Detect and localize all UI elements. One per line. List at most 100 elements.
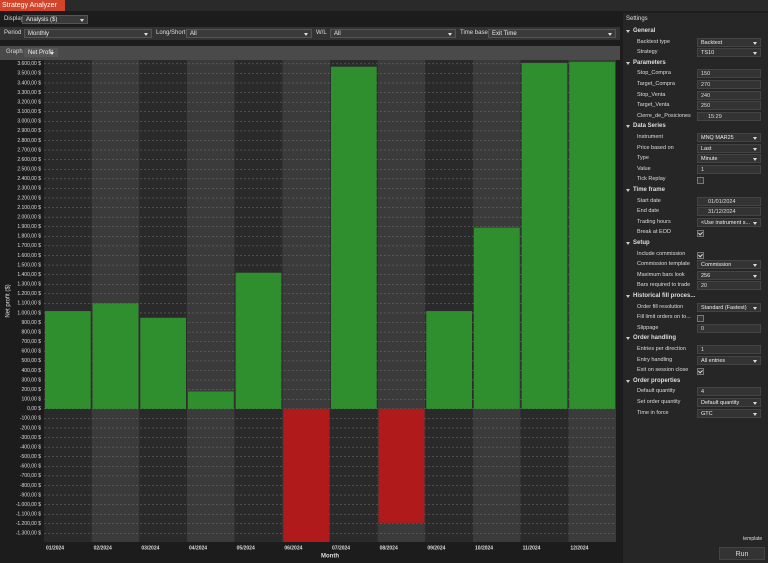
y-tick-label: 1.000,00 $ xyxy=(17,310,41,316)
y-tick-label: -1.300,00 $ xyxy=(16,531,42,537)
checkbox[interactable] xyxy=(697,230,704,238)
y-tick-label: 200,00 $ xyxy=(22,387,42,393)
dropdown[interactable]: Net Profit xyxy=(24,48,58,57)
y-tick-label: 600,00 $ xyxy=(22,349,42,355)
bar xyxy=(283,408,330,542)
setting-value[interactable]: 270 xyxy=(697,80,761,89)
x-tick-label: 09/2024 xyxy=(427,545,445,551)
setting-label: Entries per direction xyxy=(637,346,686,352)
y-tick-label: 900,00 $ xyxy=(22,320,42,326)
y-tick-label: -300,00 $ xyxy=(20,435,41,441)
setting-label: Order fill resolution xyxy=(637,303,684,310)
setting-label: Break at EOD xyxy=(637,229,671,236)
check-mark xyxy=(698,230,703,236)
setting-value[interactable]: 150 xyxy=(697,69,761,79)
column-band xyxy=(187,60,235,542)
bar xyxy=(521,62,568,409)
collapse-icon xyxy=(626,379,630,383)
collapse-icon xyxy=(626,61,630,65)
section-header: Setup xyxy=(633,240,650,246)
setting-value[interactable]: 15:29 xyxy=(697,111,761,121)
y-tick-label: 1.500,00 $ xyxy=(17,262,41,268)
setting-value[interactable]: 01/01/2024 xyxy=(697,196,761,206)
setting-value[interactable]: MNQ MAR25 xyxy=(697,133,761,142)
label: Graph xyxy=(6,49,23,55)
y-tick-label: 1.100,00 $ xyxy=(17,301,41,307)
setting-value[interactable]: Minute xyxy=(697,154,761,164)
section-header: General xyxy=(633,28,656,34)
setting-label: Stop_Venta xyxy=(637,91,666,98)
y-tick-label: 3.300,00 $ xyxy=(17,90,41,96)
section-header: Historical fill proces... xyxy=(633,293,696,299)
setting-label: Backtest type xyxy=(637,38,671,45)
setting-value[interactable]: 4 xyxy=(697,387,761,397)
setting-label: Default quantity xyxy=(637,388,676,395)
dropdown[interactable]: Analysis ($) xyxy=(22,15,88,24)
section-header: Time frame xyxy=(633,187,665,193)
setting-value[interactable]: Last xyxy=(697,143,761,153)
bar xyxy=(140,317,187,409)
check-mark xyxy=(698,368,703,374)
x-tick-label: 08/2024 xyxy=(380,545,398,551)
panel-title: Settings xyxy=(626,16,648,22)
setting-value[interactable]: Standard (Fastest) xyxy=(697,302,761,312)
y-tick-label: 2.900,00 $ xyxy=(17,128,41,134)
y-tick-label: -1.100,00 $ xyxy=(16,512,42,518)
y-tick-label: 2.000,00 $ xyxy=(17,214,41,220)
dropdown[interactable]: Monthly xyxy=(24,29,152,38)
settings-panel: Settings template Run General Backtest ty… xyxy=(623,13,768,563)
setting-value[interactable]: 20 xyxy=(697,281,761,291)
y-tick-label: -500,00 $ xyxy=(20,454,41,460)
setting-label: Stop_Compra xyxy=(637,70,671,77)
setting-value[interactable]: 1 xyxy=(697,164,761,174)
dropdown[interactable]: All xyxy=(186,29,312,38)
setting-value[interactable]: Default quantity xyxy=(697,398,761,407)
y-tick-label: 2.800,00 $ xyxy=(17,138,41,144)
y-tick-label: 3.100,00 $ xyxy=(17,109,41,115)
checkbox[interactable] xyxy=(697,368,704,376)
chart: Net profit ($) Month 3.600,00 $ 3.500,00 … xyxy=(6,60,616,560)
column-band xyxy=(91,60,140,542)
setting-value[interactable]: 256 xyxy=(697,270,761,280)
checkbox[interactable] xyxy=(697,177,704,185)
y-tick-label: 1.200,00 $ xyxy=(17,291,41,297)
dropdown[interactable]: All xyxy=(330,29,456,38)
run-button[interactable]: Run xyxy=(719,547,765,560)
setting-value[interactable]: 240 xyxy=(697,90,761,100)
y-tick-label: 1.700,00 $ xyxy=(17,243,41,249)
y-tick-label: -600,00 $ xyxy=(20,464,41,470)
y-tick-label: 2.400,00 $ xyxy=(17,176,41,182)
setting-label: End date xyxy=(637,208,660,215)
x-tick-label: 06/2024 xyxy=(284,545,302,551)
setting-value[interactable]: 1 xyxy=(697,345,761,354)
section-header: Data Series xyxy=(633,123,666,130)
checkbox[interactable] xyxy=(697,315,704,323)
x-tick-label: 03/2024 xyxy=(141,545,159,551)
checkbox[interactable] xyxy=(697,251,704,259)
setting-value[interactable]: GTC xyxy=(697,408,761,418)
setting-label: Target_Venta xyxy=(637,102,670,109)
column-band xyxy=(44,60,92,542)
setting-value[interactable]: 31/12/2024 xyxy=(697,207,761,217)
setting-value[interactable]: TS10 xyxy=(697,48,761,58)
setting-value[interactable]: Backtest xyxy=(697,37,761,47)
setting-label: Strategy xyxy=(637,49,658,56)
setting-value[interactable]: 250 xyxy=(697,101,761,111)
x-tick-label: 11/2024 xyxy=(523,545,541,551)
x-tick-label: 02/2024 xyxy=(94,545,112,551)
setting-value[interactable]: <Use instrument s... xyxy=(697,217,761,227)
setting-value[interactable]: Commission xyxy=(697,260,761,270)
label: Time base xyxy=(460,30,488,36)
setting-value[interactable]: 0 xyxy=(697,323,761,333)
bar xyxy=(330,66,377,409)
collapse-icon xyxy=(626,242,630,245)
y-tick-label: 1.600,00 $ xyxy=(17,253,41,259)
setting-label: Include commission xyxy=(637,250,686,257)
y-tick-label: -200,00 $ xyxy=(20,425,41,431)
dropdown[interactable]: Exit Time xyxy=(488,29,616,38)
collapse-icon xyxy=(626,189,630,192)
setting-value[interactable]: All entries xyxy=(697,355,761,365)
setting-label: Value xyxy=(637,165,651,172)
bar xyxy=(378,408,425,523)
